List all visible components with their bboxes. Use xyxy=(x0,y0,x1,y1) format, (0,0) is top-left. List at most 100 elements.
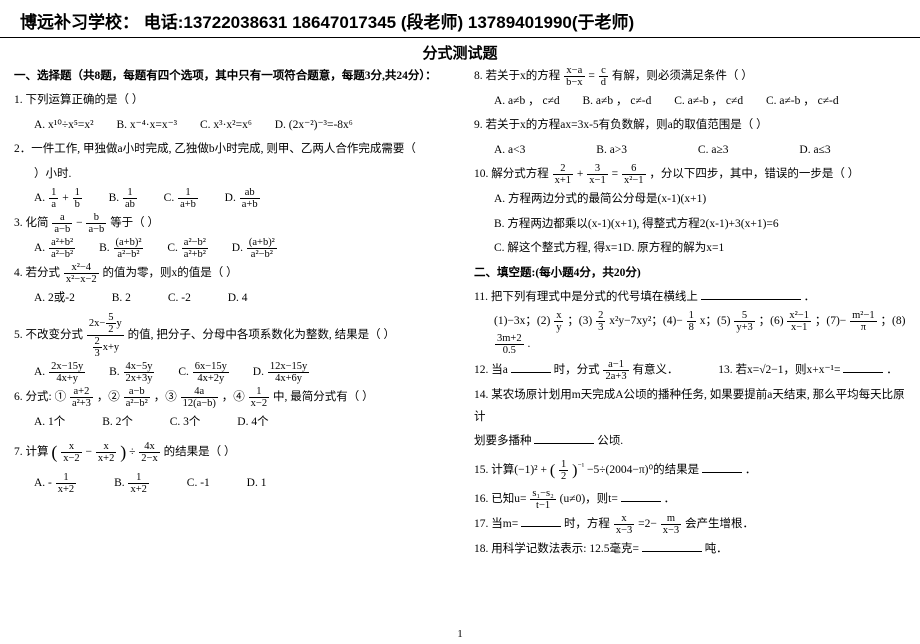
left-column: 一、选择题（共8题，每题有四个选项，其中只有一项符合题意，每题3分,共24分）：… xyxy=(14,65,446,562)
q4-a: A. 2或-2 xyxy=(34,292,75,304)
q5-c-frac: 6x−15y4x+2y xyxy=(193,361,229,384)
q1-a: A. x¹⁰÷x⁵=x² xyxy=(34,119,94,131)
q11: 11. 把下列有理式中是分式的代号填在横线上 ． xyxy=(474,286,906,308)
q7-b-frac: 1x+2 xyxy=(128,472,148,495)
q11-dot: ． xyxy=(804,291,816,303)
q6-a: A. 1个 xyxy=(34,416,65,428)
q5-d-frac: 12x−15y4x+6y xyxy=(268,361,309,384)
q15-tail: ． xyxy=(745,464,757,476)
q6-text: 6. 分式: xyxy=(14,391,52,403)
q8-c: C. a≠-b ， c≠d xyxy=(674,95,743,107)
q14: 14. 某农场原计划用m天完成A公顷的播种任务, 如果要提前a天结束, 那么平均… xyxy=(474,384,906,429)
q12-text: 12. 当a xyxy=(474,364,508,376)
q8: 8. 若关于x的方程 x−ab−x = cd 有解，则必须满足条件（ ） xyxy=(474,65,906,88)
q6-frac1: a+2a²+3 xyxy=(70,386,93,409)
q5n-y: y xyxy=(117,318,122,329)
q9-c: C. a≥3 xyxy=(698,144,729,156)
q11-3: ；(3) xyxy=(567,316,592,328)
q5-b-label: B. xyxy=(109,366,120,378)
q5-tail: 的值, 把分子、分母中各项系数化为整数, 结果是（ ） xyxy=(128,329,395,341)
q6-frac4: 1x−2 xyxy=(249,386,269,409)
q12-frac: a−12a+3 xyxy=(603,359,628,382)
q11-text: 11. 把下列有理式中是分式的代号填在横线上 xyxy=(474,291,698,303)
q6-options: A. 1个 B. 2个 C. 3个 D. 4个 xyxy=(14,411,446,433)
q2-a-frac2: 1b xyxy=(73,187,82,210)
q11-1: (1)−3x；(2) xyxy=(494,316,550,328)
q3-text: 3. 化简 xyxy=(14,217,49,229)
q7-frac3: 4x2−x xyxy=(139,441,159,464)
q15-frac: 12 xyxy=(559,459,568,482)
q15-blank xyxy=(702,461,742,473)
section1-title: 一、选择题（共8题，每题有四个选项，其中只有一项符合题意，每题3分,共24分）： xyxy=(14,65,446,87)
q10-eq: = xyxy=(612,168,619,180)
q11-list: (1)−3x；(2) xy ；(3) 23 x²y−7xy²；(4)− 18 x… xyxy=(474,310,906,356)
q12-tail: 有意义． xyxy=(632,364,678,376)
q5-b-frac: 4x−5y2x+3y xyxy=(124,361,155,384)
q5-frac: 2x−52y 23x+y xyxy=(87,312,124,359)
q13-text: 13. 若x=√2−1，则x+x⁻¹= xyxy=(718,364,840,376)
q8-frac2: cd xyxy=(599,65,608,88)
q4-c: C. -2 xyxy=(168,292,191,304)
q4-options: A. 2或-2 B. 2 C. -2 D. 4 xyxy=(14,287,446,309)
q6-b: B. 2个 xyxy=(102,416,133,428)
q7-a-frac: 1x+2 xyxy=(56,472,76,495)
q3-c-label: C. xyxy=(167,242,178,254)
q7-frac2: xx+2 xyxy=(96,441,116,464)
q16-blank xyxy=(621,490,661,502)
q3-a-label: A. xyxy=(34,242,45,254)
q5-c-label: C. xyxy=(178,366,189,378)
q17-tail: 会产生增根． xyxy=(685,518,754,530)
q10: 10. 解分式方程 2x+1 + 3x−1 = 6x²−1 ，分以下四步，其中，… xyxy=(474,163,906,186)
q2-d-label: D. xyxy=(225,192,236,204)
q5-a-label: A. xyxy=(34,366,45,378)
q3-d-label: D. xyxy=(232,242,243,254)
q11-6t: ；(7)− xyxy=(815,316,846,328)
q7-b-label: B. xyxy=(114,477,125,489)
q3-c-frac: a²−b²a²+b² xyxy=(182,237,208,260)
q7-text: 7. 计算 xyxy=(14,446,49,458)
q2-options: A. 1a + 1b B. 1ab C. 1a+b D. aba+b xyxy=(14,187,446,210)
q3-options: A. a²+b²a²−b² B. (a+b)²a²−b² C. a²−b²a²+… xyxy=(14,237,446,260)
q17-frac2: mx−3 xyxy=(661,513,681,536)
q10-frac3: 6x²−1 xyxy=(622,163,646,186)
q1-c: C. x³·x²=x⁶ xyxy=(200,119,252,131)
q6-d: D. 4个 xyxy=(237,416,268,428)
q10-frac1: 2x+1 xyxy=(553,163,573,186)
q2-b-label: B. xyxy=(109,192,120,204)
q11-frac8: 3m+20.5 xyxy=(495,333,524,356)
q8-frac1: x−ab−x xyxy=(564,65,584,88)
q6-frac2: a−ba²−b² xyxy=(124,386,150,409)
q16-frac: s₁−s₂t−1 xyxy=(530,488,555,511)
q6: 6. 分式: ① a+2a²+3 ，② a−ba²−b² ，③ 4a12(a−b… xyxy=(14,386,446,409)
q7-minus: − xyxy=(86,446,93,458)
q11-frac3: 23 xyxy=(596,310,605,333)
q4-frac: x²−4x²−x−2 xyxy=(64,262,99,285)
q4-d: D. 4 xyxy=(228,292,248,304)
q2-b-frac: 1ab xyxy=(123,187,137,210)
q5d-x: x+y xyxy=(103,342,119,353)
page-title: 分式测试题 xyxy=(0,42,920,63)
q3-frac1: aa−b xyxy=(52,212,72,235)
q16-text: 16. 已知u= xyxy=(474,493,527,505)
q4-text: 4. 若分式 xyxy=(14,267,60,279)
q11-7t: ；(8) xyxy=(881,316,906,328)
q1-d: D. (2x⁻²)⁻³=-8x⁶ xyxy=(275,119,353,131)
q3-minus: − xyxy=(76,217,83,229)
q11-3t: x²y−7xy²；(4)− xyxy=(609,316,683,328)
q10-a: A. 方程两边分式的最简公分母是(x-1)(x+1) xyxy=(474,188,906,210)
q17-frac1: xx−3 xyxy=(614,513,634,536)
q15-exp: ⁻¹ xyxy=(577,461,584,470)
q8-options: A. a≠b ， c≠d B. a≠b ， c≠-d C. a≠-b ， c≠d… xyxy=(474,90,906,112)
q5-options: A. 2x−15y4x+y B. 4x−5y2x+3y C. 6x−15y4x+… xyxy=(14,361,446,384)
q17: 17. 当m= 时，方程 xx−3 =2− mx−3 会产生增根． xyxy=(474,513,906,536)
q3-a-frac: a²+b²a²−b² xyxy=(49,237,75,260)
q10-frac2: 3x−1 xyxy=(587,163,607,186)
q15: 15. 计算(−1)² + ( 12 )⁻¹ −5÷(2004−π)⁰的结果是 … xyxy=(474,455,906,486)
q9-d: D. a≤3 xyxy=(799,144,830,156)
q17-eq: =2− xyxy=(638,518,657,530)
q2-a-plus: + xyxy=(62,192,69,204)
q2-a-label: A. xyxy=(34,192,45,204)
q17-blank xyxy=(521,515,561,527)
content: 一、选择题（共8题，每题有四个选项，其中只有一项符合题意，每题3分,共24分）：… xyxy=(0,65,920,562)
q11-frac6: x²−1x−1 xyxy=(787,310,811,333)
